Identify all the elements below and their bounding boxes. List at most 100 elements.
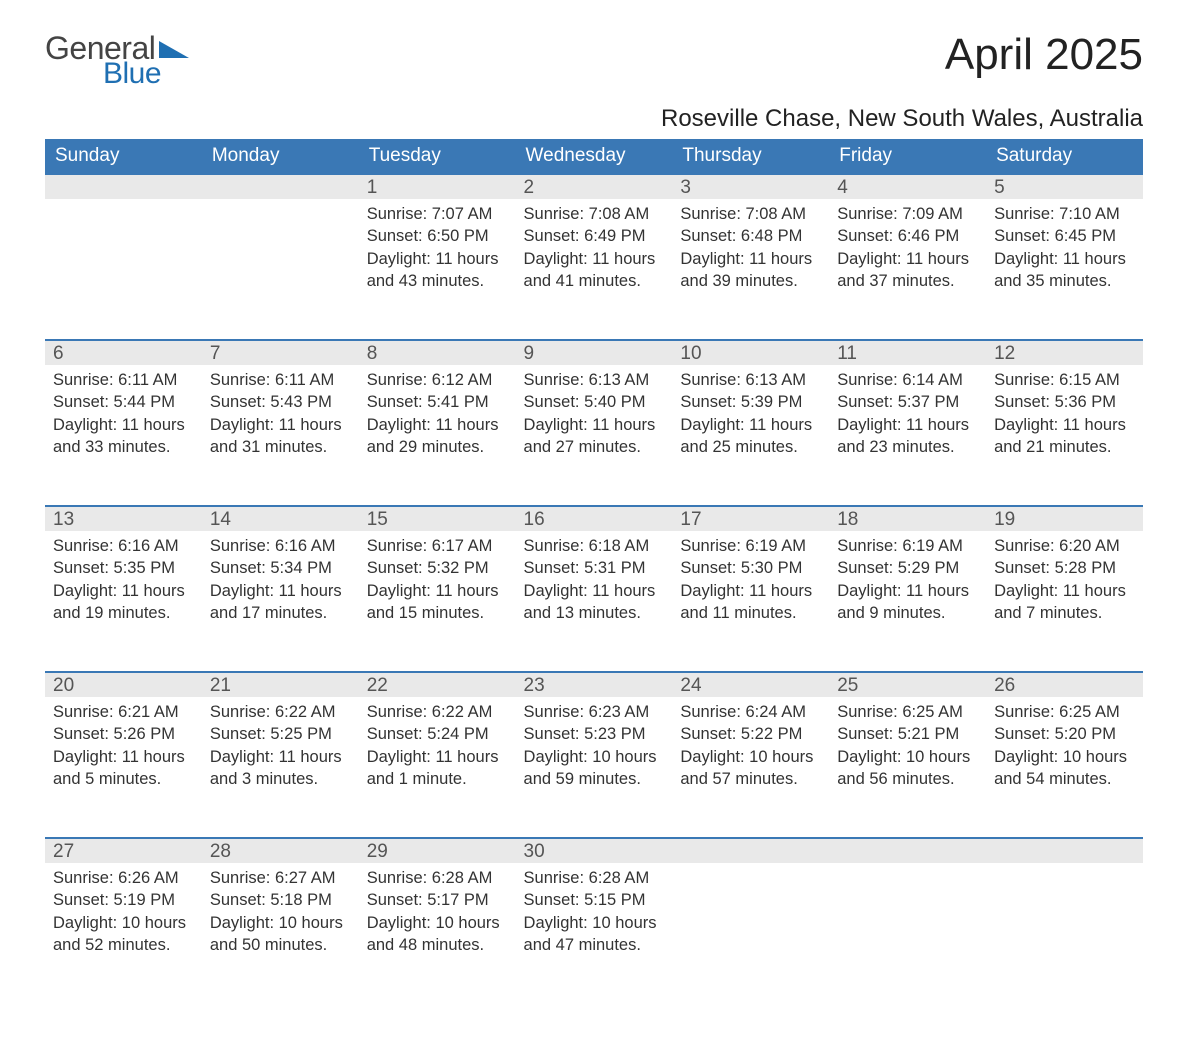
weekday-header-row: Sunday Monday Tuesday Wednesday Thursday… [45,139,1143,173]
day-cell: Sunrise: 7:10 AMSunset: 6:45 PMDaylight:… [986,199,1143,339]
day-details: Sunrise: 6:16 AMSunset: 5:34 PMDaylight:… [202,531,359,636]
day-sr: Sunrise: 6:19 AM [837,535,978,557]
day-dl2: and 5 minutes. [53,768,194,790]
col-saturday: Saturday [986,139,1143,173]
day-sr: Sunrise: 6:12 AM [367,369,508,391]
day-ss: Sunset: 6:50 PM [367,225,508,247]
week-body-row: Sunrise: 7:07 AMSunset: 6:50 PMDaylight:… [45,199,1143,339]
day-dl1: Daylight: 10 hours [837,746,978,768]
col-tuesday: Tuesday [359,139,516,173]
day-dl2: and 9 minutes. [837,602,978,624]
day-number: 5 [986,173,1143,199]
day-details: Sunrise: 6:28 AMSunset: 5:15 PMDaylight:… [516,863,673,968]
day-dl1: Daylight: 11 hours [524,580,665,602]
day-sr: Sunrise: 6:19 AM [680,535,821,557]
day-cell [672,863,829,1003]
day-ss: Sunset: 5:36 PM [994,391,1135,413]
day-details: Sunrise: 7:08 AMSunset: 6:48 PMDaylight:… [672,199,829,304]
day-number: 24 [672,671,829,697]
day-cell: Sunrise: 6:28 AMSunset: 5:15 PMDaylight:… [516,863,673,1003]
day-dl2: and 31 minutes. [210,436,351,458]
day-dl2: and 27 minutes. [524,436,665,458]
day-ss: Sunset: 5:37 PM [837,391,978,413]
header: General Blue April 2025 [45,30,1143,91]
day-number: 20 [45,671,202,697]
day-dl1: Daylight: 11 hours [524,414,665,436]
day-details: Sunrise: 6:28 AMSunset: 5:17 PMDaylight:… [359,863,516,968]
day-number: 6 [45,339,202,365]
day-dl2: and 56 minutes. [837,768,978,790]
col-monday: Monday [202,139,359,173]
day-ss: Sunset: 5:44 PM [53,391,194,413]
day-number: 4 [829,173,986,199]
day-ss: Sunset: 5:30 PM [680,557,821,579]
day-details: Sunrise: 6:18 AMSunset: 5:31 PMDaylight:… [516,531,673,636]
day-sr: Sunrise: 7:08 AM [524,203,665,225]
week-daynum-row: 20212223242526 [45,671,1143,697]
day-dl2: and 47 minutes. [524,934,665,956]
day-sr: Sunrise: 6:27 AM [210,867,351,889]
day-cell: Sunrise: 6:22 AMSunset: 5:24 PMDaylight:… [359,697,516,837]
page-title: April 2025 [945,30,1143,80]
day-number: 22 [359,671,516,697]
day-details: Sunrise: 6:20 AMSunset: 5:28 PMDaylight:… [986,531,1143,636]
day-ss: Sunset: 5:26 PM [53,723,194,745]
day-cell: Sunrise: 6:17 AMSunset: 5:32 PMDaylight:… [359,531,516,671]
day-number: 26 [986,671,1143,697]
day-dl1: Daylight: 11 hours [524,248,665,270]
day-dl1: Daylight: 11 hours [367,580,508,602]
day-sr: Sunrise: 7:08 AM [680,203,821,225]
day-number: 17 [672,505,829,531]
day-cell: Sunrise: 6:18 AMSunset: 5:31 PMDaylight:… [516,531,673,671]
day-number: 14 [202,505,359,531]
day-dl1: Daylight: 11 hours [210,414,351,436]
day-details: Sunrise: 6:21 AMSunset: 5:26 PMDaylight:… [45,697,202,802]
day-number: 1 [359,173,516,199]
day-cell: Sunrise: 6:25 AMSunset: 5:21 PMDaylight:… [829,697,986,837]
day-dl2: and 13 minutes. [524,602,665,624]
day-details: Sunrise: 6:22 AMSunset: 5:24 PMDaylight:… [359,697,516,802]
day-number: 30 [516,837,673,863]
day-details: Sunrise: 6:12 AMSunset: 5:41 PMDaylight:… [359,365,516,470]
day-ss: Sunset: 5:25 PM [210,723,351,745]
day-sr: Sunrise: 6:25 AM [994,701,1135,723]
day-cell: Sunrise: 6:13 AMSunset: 5:39 PMDaylight:… [672,365,829,505]
day-number: 28 [202,837,359,863]
day-ss: Sunset: 5:19 PM [53,889,194,911]
day-ss: Sunset: 5:24 PM [367,723,508,745]
day-number [202,173,359,199]
day-dl1: Daylight: 11 hours [367,248,508,270]
day-details: Sunrise: 7:09 AMSunset: 6:46 PMDaylight:… [829,199,986,304]
day-cell: Sunrise: 6:28 AMSunset: 5:17 PMDaylight:… [359,863,516,1003]
day-details: Sunrise: 6:13 AMSunset: 5:39 PMDaylight:… [672,365,829,470]
day-dl2: and 11 minutes. [680,602,821,624]
day-dl2: and 59 minutes. [524,768,665,790]
day-ss: Sunset: 5:39 PM [680,391,821,413]
day-cell [986,863,1143,1003]
day-ss: Sunset: 6:48 PM [680,225,821,247]
day-dl2: and 41 minutes. [524,270,665,292]
day-number: 25 [829,671,986,697]
day-details: Sunrise: 6:24 AMSunset: 5:22 PMDaylight:… [672,697,829,802]
day-dl1: Daylight: 10 hours [367,912,508,934]
day-dl2: and 3 minutes. [210,768,351,790]
day-details: Sunrise: 7:07 AMSunset: 6:50 PMDaylight:… [359,199,516,304]
day-cell: Sunrise: 6:19 AMSunset: 5:29 PMDaylight:… [829,531,986,671]
day-dl1: Daylight: 10 hours [994,746,1135,768]
day-cell: Sunrise: 6:25 AMSunset: 5:20 PMDaylight:… [986,697,1143,837]
day-number: 9 [516,339,673,365]
week-daynum-row: 13141516171819 [45,505,1143,531]
day-dl1: Daylight: 10 hours [210,912,351,934]
day-details: Sunrise: 6:22 AMSunset: 5:25 PMDaylight:… [202,697,359,802]
day-sr: Sunrise: 7:09 AM [837,203,978,225]
day-cell: Sunrise: 6:15 AMSunset: 5:36 PMDaylight:… [986,365,1143,505]
day-ss: Sunset: 6:45 PM [994,225,1135,247]
day-ss: Sunset: 5:29 PM [837,557,978,579]
day-number: 16 [516,505,673,531]
day-dl1: Daylight: 10 hours [524,912,665,934]
location-subtitle: Roseville Chase, New South Wales, Austra… [45,105,1143,133]
day-details: Sunrise: 6:25 AMSunset: 5:20 PMDaylight:… [986,697,1143,802]
day-cell: Sunrise: 6:16 AMSunset: 5:35 PMDaylight:… [45,531,202,671]
day-dl1: Daylight: 11 hours [837,414,978,436]
day-dl2: and 19 minutes. [53,602,194,624]
